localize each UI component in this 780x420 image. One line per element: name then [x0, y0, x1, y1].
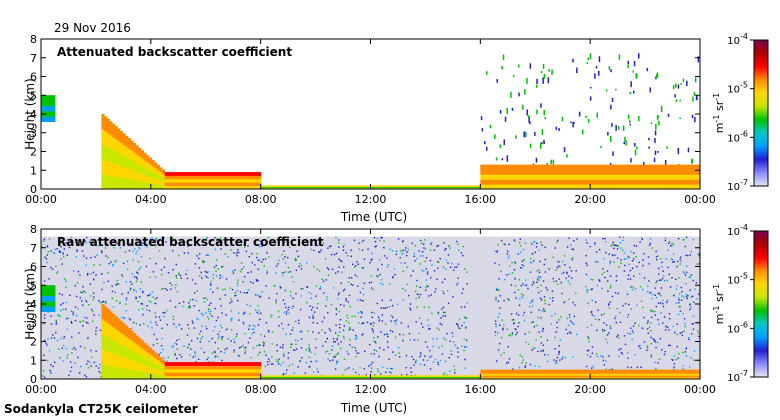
x-tick-label: 20:00	[574, 383, 606, 396]
date-label: 29 Nov 2016	[54, 21, 131, 35]
panel-attenuated: Attenuated backscatter coefficient 0 1 2 3 4…	[23, 33, 716, 224]
panel-title-2: Raw attenuated backscatter coefficient	[57, 235, 324, 249]
y-tick-label: 0	[30, 183, 37, 196]
y-tick-label: 4	[30, 108, 37, 121]
feature-early-layer	[41, 285, 56, 312]
y-tick-label: 5	[30, 89, 37, 102]
y-axis-label-1: Height (km)	[23, 78, 37, 149]
y-tick-label: 0	[30, 373, 37, 386]
backscatter-image-1	[41, 53, 700, 189]
x-tick-label: 04:00	[135, 383, 167, 396]
y-ticks-2: 0 1 2 3 4 5 6 7 8	[30, 223, 700, 386]
x-tick-label: 04:00	[135, 193, 167, 206]
x-tick-label: 12:00	[355, 383, 387, 396]
y-tick-label: 8	[30, 33, 37, 46]
feature-boundary-layer	[164, 362, 262, 379]
feature-evening-low-cloud	[480, 164, 700, 189]
colorbar-tick-label: 10-4	[727, 223, 748, 238]
y-tick-label: 3	[30, 127, 37, 140]
y-tick-label: 8	[30, 223, 37, 236]
feature-boundary-layer	[164, 172, 262, 189]
y-tick-label: 4	[30, 298, 37, 311]
feature-evening-low-cloud	[480, 369, 700, 379]
colorbar-tick-label: 10-5	[727, 272, 748, 287]
feature-surface-layer	[260, 375, 481, 379]
panel-raw: Raw attenuated backscatter coefficient 0…	[23, 223, 716, 415]
x-ticks-2: 00:00 04:00 08:00 12:00 16:00 20:00 00:00	[25, 229, 716, 396]
y-axis-label-2: Height (km)	[23, 268, 37, 339]
panel-title-1: Attenuated backscatter coefficient	[57, 45, 292, 59]
x-tick-label: 16:00	[464, 193, 496, 206]
colorbar-tick-label: 10-4	[727, 32, 748, 47]
colorbar-tick-label: 10-7	[727, 178, 748, 193]
backscatter-image-2	[41, 236, 700, 379]
feature-descending-cloud	[101, 114, 166, 189]
x-tick-label: 08:00	[245, 193, 277, 206]
y-tick-label: 7	[30, 52, 37, 65]
colorbar-tick-label: 10-5	[727, 81, 748, 96]
x-tick-label: 16:00	[464, 383, 496, 396]
x-tick-label: 00:00	[25, 383, 57, 396]
x-tick-label: 20:00	[574, 193, 606, 206]
colorbar-gradient	[753, 230, 769, 378]
colorbar-gradient	[753, 39, 769, 187]
x-tick-label: 00:00	[684, 383, 716, 396]
x-tick-label: 12:00	[355, 193, 387, 206]
colorbar-tick-label: 10-7	[727, 369, 748, 384]
colorbar-1: 10-7 10-6 10-5 10-4 m-1 sr-1	[712, 32, 769, 193]
instrument-footer: Sodankyla CT25K ceilometer	[4, 402, 198, 416]
feature-early-layer	[41, 95, 56, 122]
y-tick-label: 3	[30, 317, 37, 330]
x-axis-label-1: Time (UTC)	[340, 210, 407, 224]
colorbar-tick-label: 10-6	[727, 129, 748, 144]
y-ticks-1: 0 1 2 3 4 5 6 7 8	[30, 33, 700, 196]
x-tick-label: 08:00	[245, 383, 277, 396]
colorbar-tick-label: 10-6	[727, 320, 748, 335]
x-ticks-1: 00:00 04:00 08:00 12:00 16:00 20:00 00:00	[25, 39, 716, 206]
y-tick-label: 7	[30, 242, 37, 255]
y-tick-label: 5	[30, 279, 37, 292]
y-tick-label: 6	[30, 261, 37, 274]
x-axis-label-2: Time (UTC)	[340, 401, 407, 415]
y-tick-label: 1	[30, 164, 37, 177]
colorbar-unit-label: m-1 sr-1	[712, 93, 726, 133]
x-tick-label: 00:00	[25, 193, 57, 206]
y-tick-label: 2	[30, 146, 37, 159]
y-tick-label: 1	[30, 354, 37, 367]
feature-descending-cloud	[101, 304, 166, 379]
colorbar-2: 10-7 10-6 10-5 10-4 m-1 sr-1	[712, 223, 769, 384]
x-tick-label: 00:00	[684, 193, 716, 206]
y-tick-label: 2	[30, 336, 37, 349]
y-tick-label: 6	[30, 71, 37, 84]
colorbar-unit-label: m-1 sr-1	[712, 284, 726, 324]
